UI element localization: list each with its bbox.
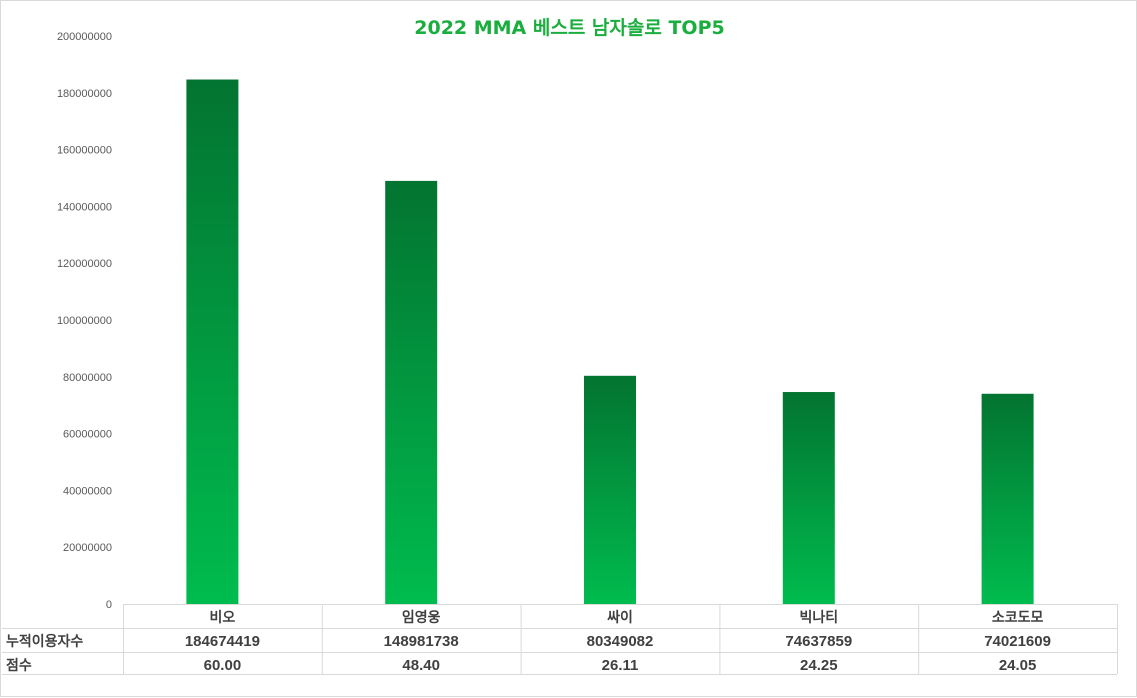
bar (186, 79, 239, 604)
bar (981, 393, 1034, 604)
table-cell: 80349082 (587, 633, 654, 650)
category-label: 비오 (210, 610, 236, 626)
table-row-header: 점수 (6, 657, 32, 674)
y-tick-label: 180000000 (57, 88, 112, 100)
table-cell: 26.11 (602, 657, 639, 674)
y-tick-label: 80000000 (63, 372, 112, 384)
table-cell: 60.00 (204, 657, 242, 674)
category-label: 임영웅 (402, 609, 441, 626)
category-label: 소코도모 (992, 610, 1044, 626)
y-tick-label: 100000000 (57, 315, 112, 327)
y-tick-label: 160000000 (57, 145, 112, 157)
y-tick-label: 200000000 (57, 31, 112, 43)
table-cell: 74637859 (785, 633, 852, 650)
category-label: 빅나티 (799, 609, 838, 626)
table-cell: 48.40 (402, 657, 440, 674)
category-label: 싸이 (607, 609, 633, 626)
bar (584, 375, 636, 604)
table-cell: 74021609 (984, 633, 1051, 650)
bar (385, 180, 438, 605)
y-tick-label: 140000000 (57, 201, 112, 213)
table-cell: 148981738 (384, 633, 459, 650)
bar-series (186, 79, 1034, 605)
table-cell: 24.25 (800, 657, 838, 674)
y-tick-label: 120000000 (57, 258, 112, 270)
table-row-header: 누적이용자수 (6, 633, 83, 650)
y-tick-label: 60000000 (63, 429, 112, 441)
bar (782, 392, 835, 604)
y-tick-label: 20000000 (63, 542, 112, 554)
table-cell: 24.05 (999, 657, 1037, 674)
y-tick-label: 40000000 (63, 485, 112, 497)
y-tick-label: 0 (106, 599, 112, 611)
table-cell: 184674419 (185, 633, 260, 650)
y-axis: 0 20000000 40000000 60000000 80000000 1000000… (57, 31, 112, 611)
chart-title: 2022 MMA 베스트 남자솔로 TOP5 (414, 17, 725, 39)
